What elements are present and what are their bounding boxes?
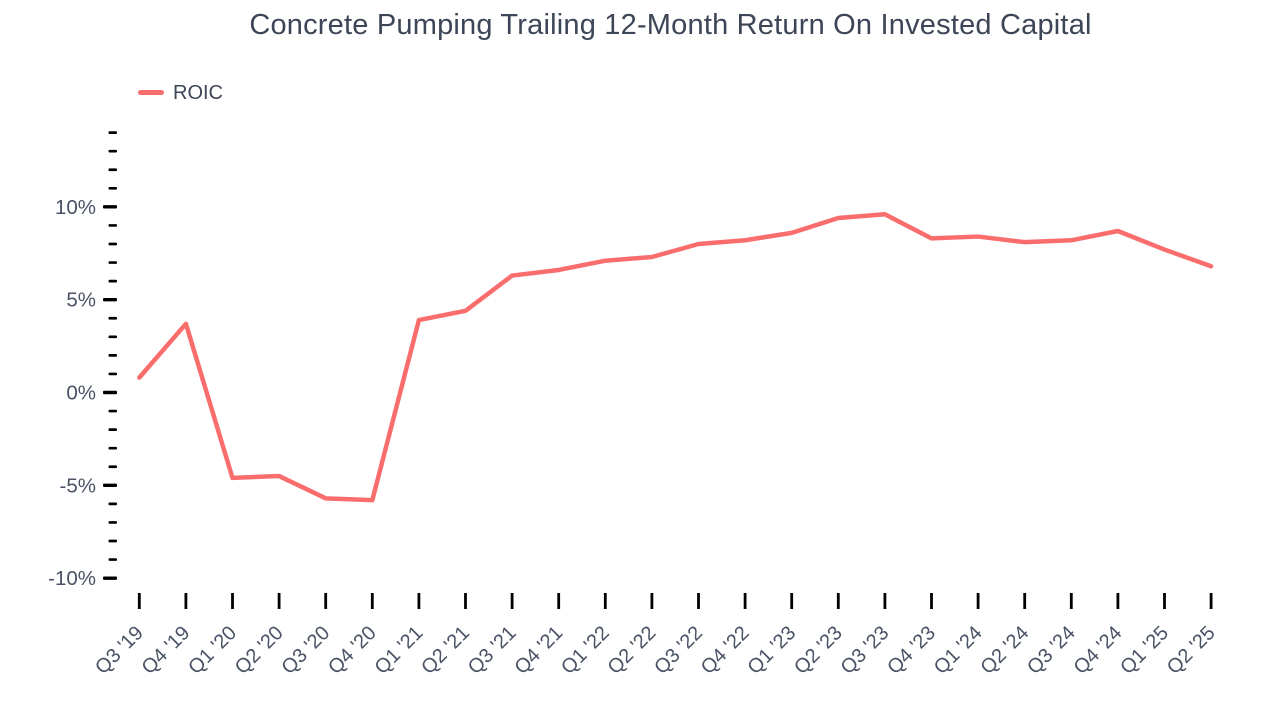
x-tick-label: Q2 '21 bbox=[417, 622, 474, 679]
x-tick bbox=[1116, 593, 1120, 609]
x-tick-label: Q2 '25 bbox=[1163, 622, 1220, 679]
x-tick-label: Q3 '24 bbox=[1023, 622, 1080, 679]
x-tick bbox=[324, 593, 328, 609]
x-tick bbox=[557, 593, 561, 609]
y-tick-label: -10% bbox=[48, 567, 96, 590]
x-tick bbox=[1023, 593, 1027, 609]
x-tick-label: Q1 '23 bbox=[743, 622, 800, 679]
x-tick-label: Q3 '19 bbox=[91, 622, 148, 679]
x-tick bbox=[417, 593, 421, 609]
y-tick-label: 10% bbox=[55, 196, 96, 219]
y-tick-minor bbox=[108, 279, 117, 283]
x-tick-label: Q4 '22 bbox=[697, 622, 754, 679]
y-tick-label: 5% bbox=[66, 289, 96, 312]
x-tick-label: Q1 '20 bbox=[184, 622, 241, 679]
y-tick-minor bbox=[108, 354, 117, 357]
x-tick-label: Q4 '24 bbox=[1070, 622, 1127, 679]
x-tick bbox=[231, 593, 234, 609]
x-tick bbox=[976, 593, 980, 609]
x-tick bbox=[370, 593, 374, 609]
x-tick bbox=[510, 593, 514, 609]
y-tick-major bbox=[103, 390, 117, 395]
x-tick bbox=[697, 593, 700, 609]
x-tick-label: Q1 '25 bbox=[1116, 622, 1173, 679]
x-tick-label: Q4 '19 bbox=[138, 622, 195, 679]
y-tick-minor bbox=[108, 539, 117, 543]
chart-title: Concrete Pumping Trailing 12-Month Retur… bbox=[249, 9, 1092, 41]
legend-label: ROIC bbox=[173, 81, 223, 104]
y-tick-minor bbox=[108, 242, 117, 246]
roic-line bbox=[137, 212, 1214, 503]
x-tick-label: Q1 '24 bbox=[930, 622, 987, 679]
x-tick bbox=[1069, 593, 1073, 609]
x-tick bbox=[883, 593, 887, 609]
y-tick-minor bbox=[108, 428, 117, 431]
x-tick-label: Q3 '23 bbox=[837, 622, 894, 679]
x-tick-label: Q3 '20 bbox=[277, 622, 334, 679]
x-tick bbox=[930, 593, 933, 609]
y-tick-minor bbox=[108, 149, 117, 153]
y-tick-label: 0% bbox=[66, 382, 96, 405]
y-tick-major bbox=[103, 483, 117, 488]
x-tick bbox=[743, 593, 747, 609]
y-tick-minor bbox=[108, 521, 117, 524]
x-tick-label: Q1 '22 bbox=[557, 622, 614, 679]
x-tick-label: Q4 '23 bbox=[883, 622, 940, 679]
x-tick bbox=[464, 593, 467, 609]
x-tick-label: Q1 '21 bbox=[371, 622, 428, 679]
x-tick bbox=[603, 593, 607, 609]
y-tick-major bbox=[103, 297, 117, 302]
x-tick bbox=[1163, 593, 1166, 609]
x-tick bbox=[137, 593, 141, 609]
y-tick-major bbox=[103, 576, 117, 580]
y-tick-minor bbox=[108, 224, 117, 227]
x-tick-label: Q4 '21 bbox=[510, 622, 567, 679]
x-tick-label: Q3 '22 bbox=[650, 622, 707, 679]
x-tick-label: Q4 '20 bbox=[324, 622, 381, 679]
y-tick-minor bbox=[108, 168, 117, 172]
y-tick-minor bbox=[108, 502, 117, 506]
x-tick bbox=[650, 593, 654, 609]
x-tick-label: Q2 '20 bbox=[231, 622, 288, 679]
y-tick-minor bbox=[108, 261, 117, 264]
legend-line-swatch bbox=[138, 90, 164, 95]
x-tick-label: Q2 '24 bbox=[976, 622, 1033, 679]
x-tick-label: Q2 '22 bbox=[604, 622, 661, 679]
y-tick-major bbox=[103, 205, 117, 209]
y-tick-label: -5% bbox=[60, 474, 96, 497]
y-tick-minor bbox=[108, 558, 117, 561]
y-tick-minor bbox=[108, 131, 117, 134]
y-tick-minor bbox=[108, 186, 117, 190]
x-tick bbox=[277, 593, 281, 609]
x-tick bbox=[1209, 593, 1213, 609]
y-tick-minor bbox=[108, 446, 117, 450]
y-tick-minor bbox=[108, 409, 117, 413]
y-tick-minor bbox=[108, 372, 117, 376]
x-tick bbox=[790, 593, 794, 609]
x-tick bbox=[836, 593, 840, 609]
x-tick-label: Q3 '21 bbox=[464, 622, 521, 679]
x-tick bbox=[184, 593, 188, 609]
y-tick-minor bbox=[108, 316, 117, 320]
y-tick-minor bbox=[108, 335, 117, 339]
y-tick-minor bbox=[108, 465, 117, 469]
x-tick-label: Q2 '23 bbox=[790, 622, 847, 679]
legend: ROIC bbox=[138, 82, 223, 103]
